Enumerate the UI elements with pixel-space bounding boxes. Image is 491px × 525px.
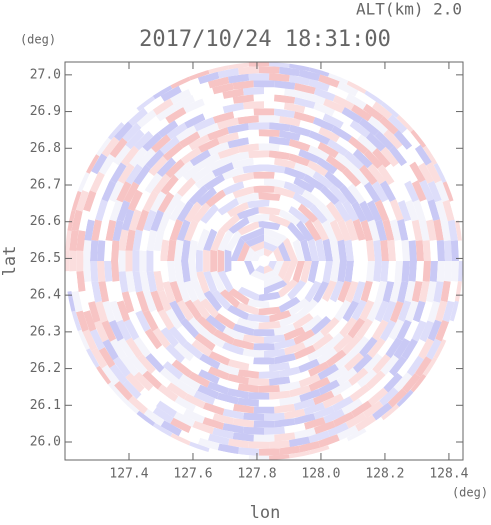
y-tick-label: 26.4 — [30, 288, 61, 303]
y-tick-label: 26.7 — [30, 177, 61, 192]
altitude: ALT(km) 2.0 — [356, 0, 462, 19]
y-tick-label: 26.8 — [30, 141, 61, 156]
x-tick-label: 127.4 — [109, 467, 148, 482]
y-unit: (deg) — [20, 33, 56, 47]
x-unit: (deg) — [452, 486, 488, 500]
chart-title: 2017/10/24 18:31:00 — [139, 27, 391, 52]
y-tick-label: 27.0 — [30, 67, 61, 82]
plot-frame — [64, 61, 464, 461]
x-tick-label: 127.8 — [237, 467, 276, 482]
y-tick-label: 26.0 — [30, 435, 61, 450]
x-tick-label: 128.4 — [429, 467, 468, 482]
y-tick-label: 26.6 — [30, 214, 61, 229]
y-axis-label: lat — [0, 246, 20, 277]
y-tick-label: 26.2 — [30, 361, 61, 376]
y-tick-label: 26.5 — [30, 251, 61, 266]
x-axis-label: lon — [250, 503, 281, 521]
y-tick-label: 26.9 — [30, 104, 61, 119]
x-tick-label: 128.0 — [301, 467, 340, 482]
x-tick-label: 128.2 — [365, 467, 404, 482]
ppi-texture — [65, 62, 463, 460]
y-tick-label: 26.1 — [30, 398, 61, 413]
x-tick-label: 127.6 — [173, 467, 212, 482]
y-tick-label: 26.3 — [30, 324, 61, 339]
